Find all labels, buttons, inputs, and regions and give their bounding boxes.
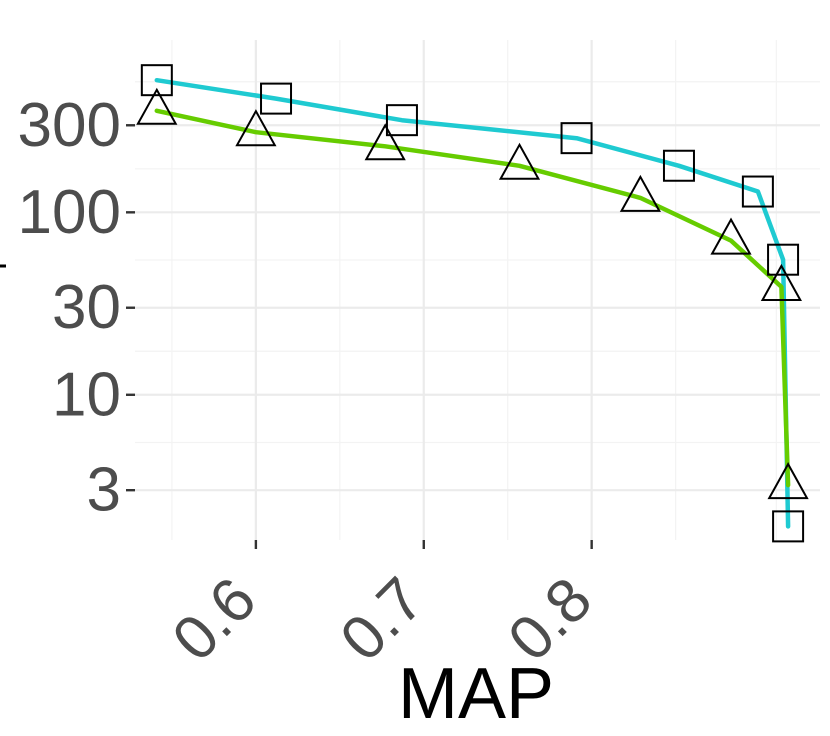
triangle-point (619, 174, 661, 212)
y-tick-label: 100 (18, 178, 121, 247)
square-point (560, 122, 593, 155)
y-axis: 3 10 30 100 300 (18, 91, 135, 525)
square-point (140, 64, 173, 97)
square-point (260, 82, 293, 115)
y-tick-label: 30 (52, 273, 121, 342)
y-tick-label: 10 (52, 360, 121, 429)
series-square-line (154, 77, 791, 529)
triangle-point (767, 462, 809, 500)
square-point (662, 149, 695, 182)
triangle-point (710, 217, 752, 255)
triangle-point (235, 109, 277, 147)
minor-gridlines (135, 40, 820, 540)
x-tick-label: 0.6 (160, 565, 270, 675)
square-point (741, 175, 774, 208)
series-lines (154, 77, 791, 529)
y-tick-label: 3 (87, 456, 121, 525)
y-tick-label: 300 (18, 91, 121, 160)
square-point (772, 510, 805, 543)
triangle-point (760, 263, 802, 301)
major-gridlines (135, 40, 820, 540)
square-point (385, 104, 418, 137)
square-point (767, 243, 800, 276)
x-axis-title: MAP (398, 654, 554, 734)
series-markers (136, 64, 809, 543)
triangle-point (136, 87, 178, 125)
triangle-point (498, 142, 541, 180)
triangle-point (364, 123, 406, 161)
